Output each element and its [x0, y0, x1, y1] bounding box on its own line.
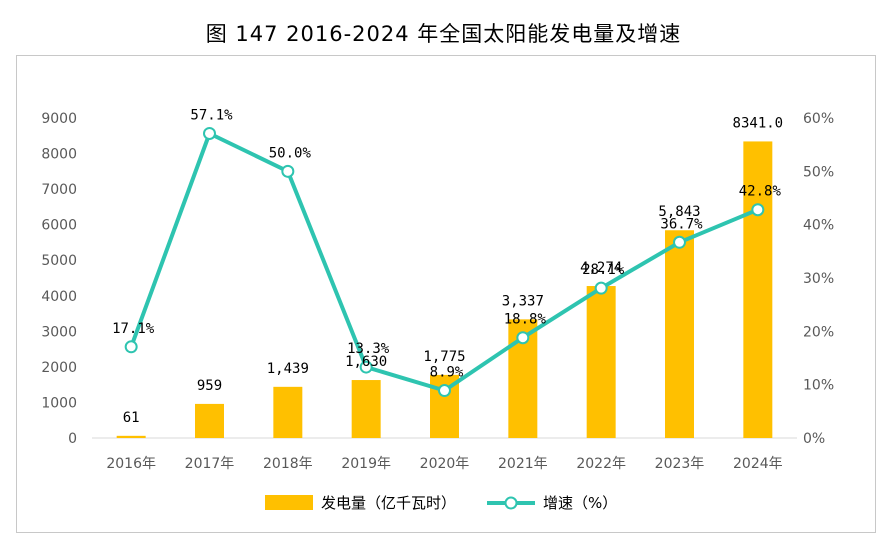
growth-line — [124, 126, 765, 398]
x-tick-label: 2020年 — [420, 456, 470, 472]
bars — [116, 141, 773, 438]
y-left-tick-label: 4000 — [41, 289, 77, 305]
x-tick-label: 2019年 — [341, 456, 391, 472]
legend-swatch-marker — [504, 496, 518, 510]
legend-label-bar: 发电量（亿千瓦时） — [321, 494, 456, 512]
x-tick-label: 2018年 — [263, 456, 313, 472]
y-left-tick-label: 7000 — [41, 182, 77, 198]
chart: 0 1000 2000 3000 4000 5000 6000 7000 8000 9000 0% 1… — [41, 107, 834, 512]
bar-value-label: 959 — [197, 378, 222, 394]
growth-point — [438, 384, 451, 398]
bar — [743, 141, 773, 438]
y-right-tick-label: 20% — [803, 324, 834, 340]
bar — [665, 230, 694, 438]
bar-value-label: 5,843 — [658, 204, 700, 220]
chart-title: 图 147 2016-2024 年全国太阳能发电量及增速 — [205, 22, 682, 46]
bar — [586, 286, 616, 438]
x-tick-label: 2017年 — [185, 456, 235, 472]
growth-point — [124, 340, 138, 354]
bar — [116, 435, 146, 438]
growth-value-label: 13.3% — [347, 341, 390, 357]
y-right-tick-label: 10% — [803, 378, 834, 394]
growth-value-label: 36.7% — [660, 216, 703, 232]
x-tick-label: 2016年 — [106, 456, 156, 472]
growth-point — [673, 235, 686, 249]
y-left-tick-label: 0 — [68, 431, 77, 447]
growth-value-label: 28.1% — [582, 262, 625, 278]
bar — [195, 403, 224, 438]
bar-value-label: 8341.0 — [733, 115, 784, 131]
growth-value-label: 57.1% — [190, 107, 233, 123]
bar — [351, 380, 381, 438]
x-tick-label: 2021年 — [498, 456, 548, 472]
y-left-tick-label: 2000 — [41, 360, 77, 376]
growth-value-label: 8.9% — [430, 365, 464, 381]
data-labels: 61 959 1,439 1,630 1,775 3,337 4,274 5,843 8341.… — [112, 107, 783, 425]
axes: 0 1000 2000 3000 4000 5000 6000 7000 8000 9000 0% 1… — [41, 111, 834, 472]
bar-value-label: 1,439 — [267, 361, 309, 377]
bar-value-label: 4,274 — [580, 260, 622, 276]
y-left-tick-label: 5000 — [41, 253, 77, 269]
growth-value-label: 18.8% — [504, 312, 547, 328]
bar-value-label: 1,775 — [423, 349, 465, 365]
bar-value-label: 3,337 — [502, 293, 544, 309]
y-right-tick-label: 0% — [803, 431, 825, 447]
y-right-tick-label: 50% — [803, 164, 834, 180]
legend: 发电量（亿千瓦时） 增速（%） — [265, 494, 617, 512]
y-right-tick-label: 40% — [803, 218, 834, 234]
growth-value-label: 50.0% — [269, 145, 312, 161]
x-tick-label: 2022年 — [576, 456, 626, 472]
legend-swatch-bar — [265, 495, 313, 510]
x-tick-label: 2024年 — [733, 456, 783, 472]
bar — [273, 386, 303, 438]
y-left-tick-label: 1000 — [41, 395, 77, 411]
growth-point — [203, 126, 216, 140]
growth-value-label: 17.1% — [112, 321, 155, 337]
y-right-tick-label: 60% — [803, 111, 834, 127]
legend-label-line: 增速（%） — [543, 494, 617, 512]
bar-value-label: 61 — [123, 410, 140, 426]
growth-point — [359, 360, 373, 374]
y-right-tick-label: 30% — [803, 271, 834, 287]
x-tick-label: 2023年 — [655, 456, 705, 472]
y-left-tick-label: 3000 — [41, 324, 77, 340]
y-left-tick-label: 8000 — [41, 147, 77, 163]
growth-point — [516, 331, 530, 345]
chart-frame: 0 1000 2000 3000 4000 5000 6000 7000 8000 9000 0% 1… — [16, 55, 876, 533]
growth-point — [281, 164, 295, 178]
growth-point — [594, 281, 608, 295]
y-left-tick-label: 6000 — [41, 218, 77, 234]
bar-value-label: 1,630 — [345, 354, 387, 370]
growth-point — [751, 203, 765, 217]
y-left-tick-label: 9000 — [41, 111, 77, 127]
growth-value-label: 42.8% — [739, 184, 782, 200]
